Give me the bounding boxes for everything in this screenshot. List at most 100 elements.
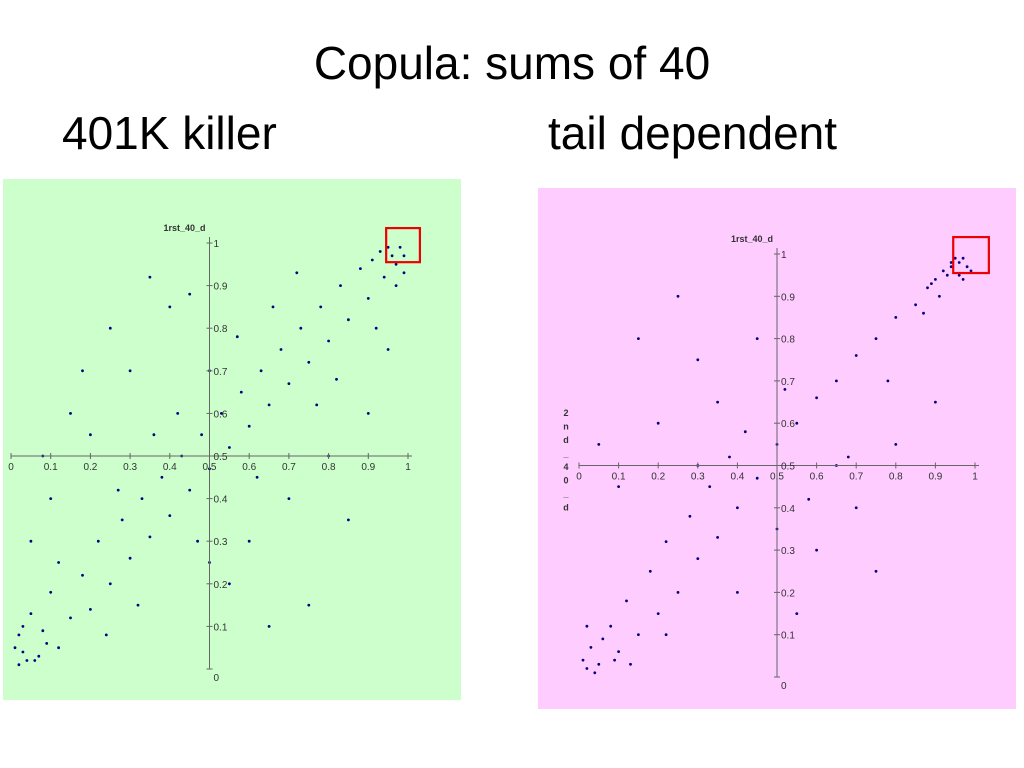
tail-highlight-box (385, 226, 422, 264)
scatter-point (585, 624, 589, 628)
scatter-point (795, 612, 799, 615)
scatter-point (81, 573, 84, 577)
scatter-point (168, 305, 172, 309)
y-tick-label: 0.6 (214, 409, 228, 420)
y-tick-label: 0.4 (781, 504, 795, 515)
y-tick-label: 1 (214, 239, 220, 250)
x-tick-label: 0.1 (612, 472, 626, 483)
y-tick-label: 0.1 (781, 631, 795, 642)
side-axis-label-char: 2 (563, 408, 568, 418)
scatter-point (128, 556, 132, 560)
y-tick-label: 0.9 (781, 292, 795, 303)
scatter-point (676, 591, 680, 594)
scatter-point (736, 591, 739, 594)
scatter-point (795, 421, 799, 425)
scatter-point (81, 369, 84, 373)
scatter-point (926, 286, 929, 290)
scatter-point (335, 377, 338, 381)
y-tick-label: 0.5 (214, 452, 228, 463)
scatter-point (894, 443, 898, 446)
top-axis-label: 1rst_40_d (731, 234, 773, 244)
side-axis-label-char: 4 (563, 462, 568, 472)
scatter-point (299, 326, 303, 330)
scatter-point (941, 269, 945, 273)
scatter-point (945, 273, 949, 277)
scatter-point (21, 625, 25, 628)
scatter-point (247, 539, 251, 543)
scatter-point (656, 612, 660, 615)
scatter-point (17, 633, 21, 637)
scatter-point (235, 335, 239, 339)
scatter-point (854, 354, 858, 357)
scatter-point (961, 256, 965, 260)
scatter-point (49, 590, 53, 594)
scatter-point (581, 658, 585, 662)
scatter-point (914, 303, 917, 307)
scatter-point (327, 339, 330, 343)
scatter-point (938, 294, 941, 298)
scatter-point (957, 273, 961, 277)
scatter-point (89, 433, 92, 437)
y-tick-label: 0.2 (781, 588, 795, 599)
y-tick-label: 0.2 (214, 580, 228, 591)
scatter-point (894, 316, 898, 319)
scatter-point (676, 294, 680, 298)
scatter-point (120, 518, 124, 522)
scatter-point (585, 667, 589, 670)
scatter-point (196, 539, 200, 543)
scatter-point (45, 642, 49, 645)
scatter-point (168, 514, 172, 517)
x-tick-label: 0.5 (203, 462, 217, 473)
scatter-point (128, 369, 132, 373)
scatter-point (593, 671, 597, 675)
side-axis-label-char: _ (562, 489, 569, 499)
side-axis-label-char: 0 (563, 476, 568, 486)
side-axis-label-char: d (563, 435, 569, 445)
y-tick-label: 0 (214, 673, 220, 684)
plot-background (3, 179, 461, 700)
scatter-point (930, 282, 933, 285)
side-axis-label: 2nd_40_d (562, 408, 569, 513)
x-tick-label: 1 (405, 462, 411, 473)
scatter-point (743, 430, 747, 434)
x-tick-label: 0.6 (242, 462, 256, 473)
scatter-point (874, 569, 878, 573)
scatter-point (949, 261, 953, 264)
scatter-point (617, 650, 620, 653)
scatter-point (736, 506, 739, 510)
scatter-point (597, 443, 601, 446)
scatter-point (807, 497, 811, 501)
scatter-point (49, 497, 53, 500)
scatter-point (886, 379, 890, 383)
scatter-point (13, 646, 17, 650)
scatter-point (953, 256, 957, 260)
scatter-point (228, 582, 231, 586)
y-tick-label: 0.9 (214, 282, 228, 293)
scatter-plot-1: 0 0.1 0.2 0.3 0.4 0.5 0.6 0.7 0.8 0.9 1 0 0.1 0.2 0.3 0… (538, 188, 1016, 709)
tail-highlight-box (952, 235, 990, 275)
scatter-point (259, 369, 263, 373)
scatter-point (969, 269, 973, 273)
scatter-point (656, 421, 660, 425)
scatter-point (307, 360, 311, 364)
x-tick-label: 0 (576, 472, 582, 483)
scatter-point (589, 646, 593, 649)
scatter-point (69, 412, 72, 415)
scatter-plot-0: 0 0.1 0.2 0.3 0.4 0.5 0.6 0.7 0.8 0.9 1 0 0.1 0.2 0.3 0… (3, 179, 461, 700)
scatter-point (922, 311, 925, 315)
x-tick-label: 0.3 (691, 472, 705, 483)
scatter-point (271, 305, 275, 309)
scatter-point (716, 536, 719, 539)
scatter-point (307, 603, 311, 607)
scatter-point (37, 654, 41, 658)
scatter-point (664, 633, 668, 637)
scatter-point (398, 245, 402, 249)
scatter-point (394, 262, 398, 266)
scatter-point (815, 396, 818, 400)
x-tick-label: 0.2 (83, 462, 97, 473)
scatter-point (374, 326, 378, 330)
x-tick-label: 0.9 (361, 462, 375, 473)
scatter-point (279, 348, 283, 351)
scatter-point (378, 250, 382, 253)
scatter-point (359, 267, 362, 270)
